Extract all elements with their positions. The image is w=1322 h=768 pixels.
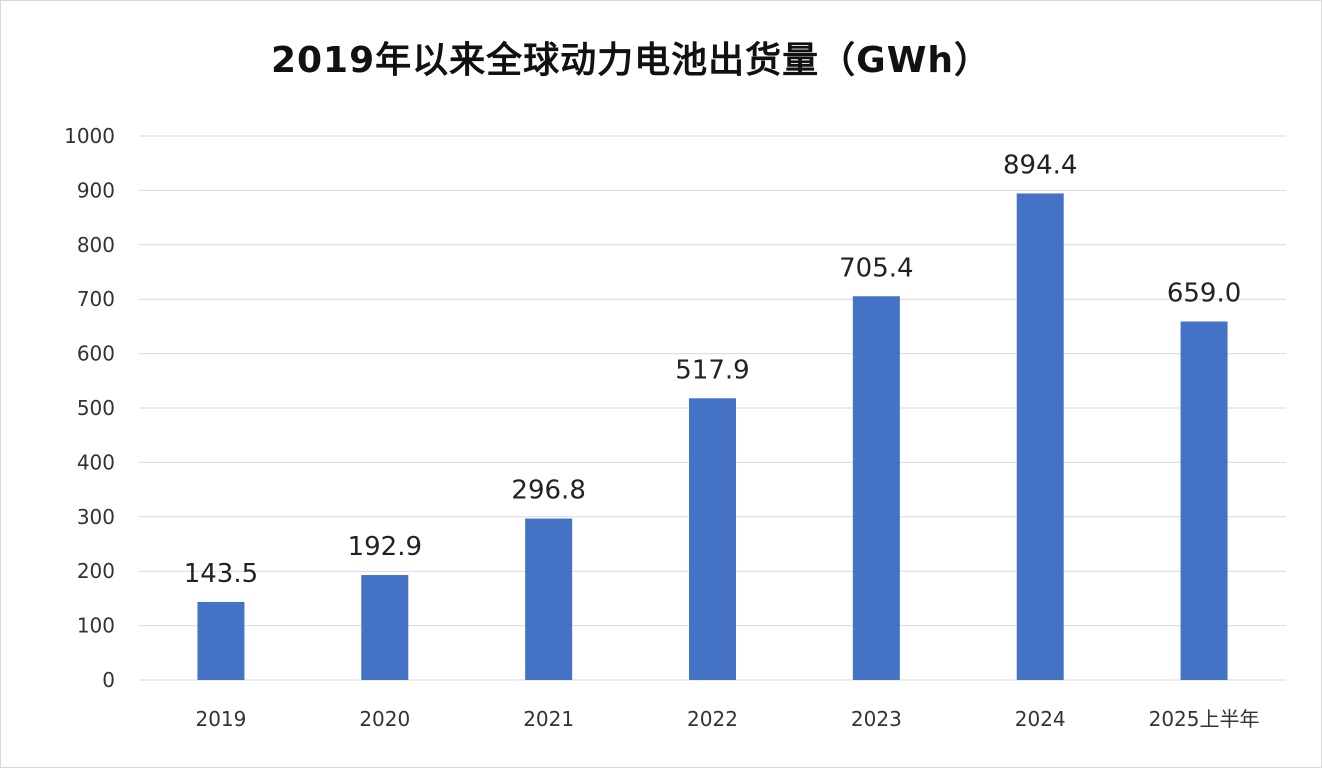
bar-2021 — [525, 518, 573, 680]
y-tick-label: 500 — [77, 396, 115, 420]
data-label: 659.0 — [1167, 279, 1241, 309]
x-tick-label: 2020 — [359, 707, 410, 731]
bar-2023 — [852, 296, 900, 680]
data-label: 192.9 — [348, 532, 422, 562]
y-tick-label: 900 — [77, 178, 115, 202]
data-label: 296.8 — [511, 476, 585, 506]
chart-title: 2019年以来全球动力电池出货量（GWh） — [270, 40, 992, 81]
y-tick-label: 400 — [77, 450, 115, 474]
x-tick-label: 2022 — [687, 707, 738, 731]
data-label: 143.5 — [184, 559, 258, 589]
x-axis-ticks: 2019 2020 2021 2022 2023 2024 2025上半年 — [195, 707, 1259, 731]
data-label: 517.9 — [675, 355, 749, 385]
y-tick-label: 0 — [102, 668, 115, 692]
data-labels: 143.5 192.9 296.8 517.9 705.4 894.4 659.0 — [184, 150, 1242, 588]
x-tick-label: 2021 — [523, 707, 574, 731]
bar-2024 — [1016, 193, 1064, 680]
data-label: 705.4 — [839, 253, 913, 283]
y-tick-label: 200 — [77, 559, 115, 583]
bar-2025上半年 — [1180, 321, 1228, 680]
x-tick-label: 2025上半年 — [1149, 707, 1260, 731]
bar-2019 — [197, 601, 245, 680]
y-axis-ticks: 0 100 200 300 400 500 600 700 800 900 1000 — [64, 124, 115, 692]
bar-2022 — [689, 398, 736, 680]
y-tick-label: 300 — [77, 505, 115, 529]
bar-2020 — [361, 575, 409, 680]
y-tick-label: 1000 — [64, 124, 115, 148]
y-tick-label: 700 — [77, 287, 115, 311]
bars — [197, 193, 1228, 680]
x-tick-label: 2019 — [195, 707, 246, 731]
data-label: 894.4 — [1003, 150, 1077, 180]
y-tick-label: 600 — [77, 342, 115, 366]
x-tick-label: 2024 — [1015, 707, 1066, 731]
y-tick-label: 100 — [77, 614, 115, 638]
x-tick-label: 2023 — [851, 707, 902, 731]
y-tick-label: 800 — [77, 233, 115, 257]
